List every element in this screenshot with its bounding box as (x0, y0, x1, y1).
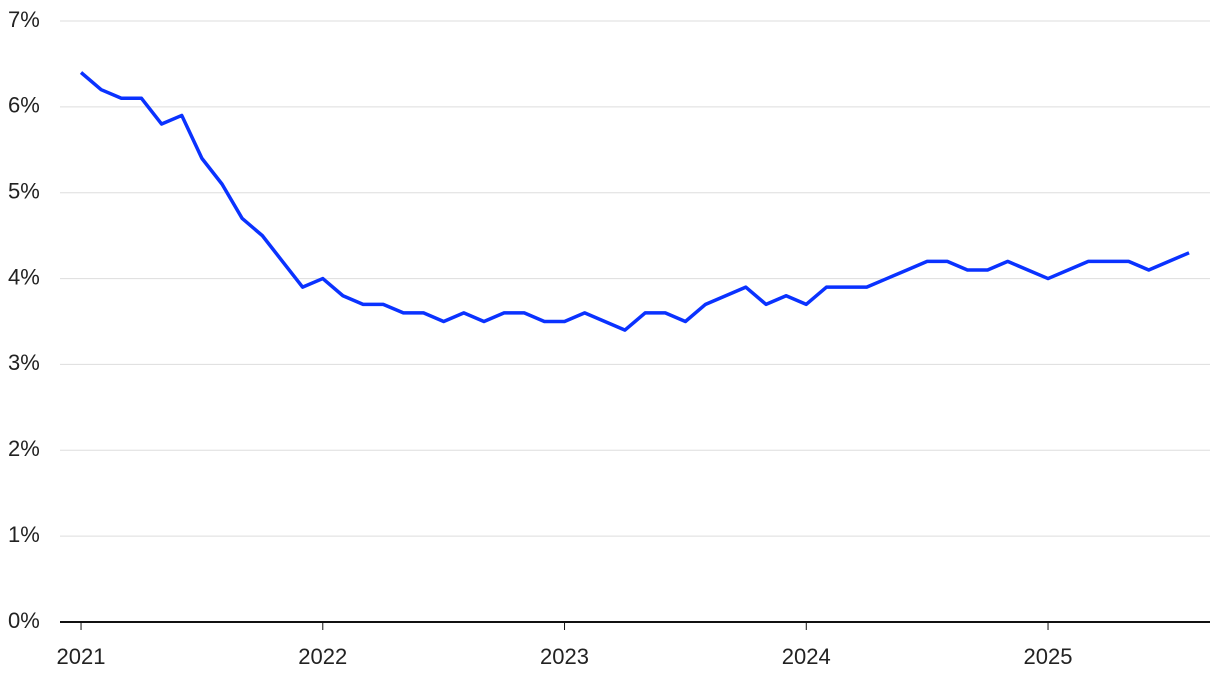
y-tick-label: 6% (8, 93, 40, 118)
y-tick-label: 2% (8, 436, 40, 461)
x-tick-label: 2021 (57, 644, 106, 669)
y-tick-label: 4% (8, 264, 40, 289)
x-tick-label: 2023 (540, 644, 589, 669)
y-tick-label: 3% (8, 350, 40, 375)
y-tick-label: 0% (8, 608, 40, 633)
y-tick-label: 5% (8, 179, 40, 204)
y-tick-label: 7% (8, 7, 40, 32)
x-tick-label: 2022 (298, 644, 347, 669)
line-series (79, 71, 1190, 332)
y-tick-label: 1% (8, 522, 40, 547)
x-tick-label: 2024 (782, 644, 831, 669)
x-tick-label: 2025 (1024, 644, 1073, 669)
